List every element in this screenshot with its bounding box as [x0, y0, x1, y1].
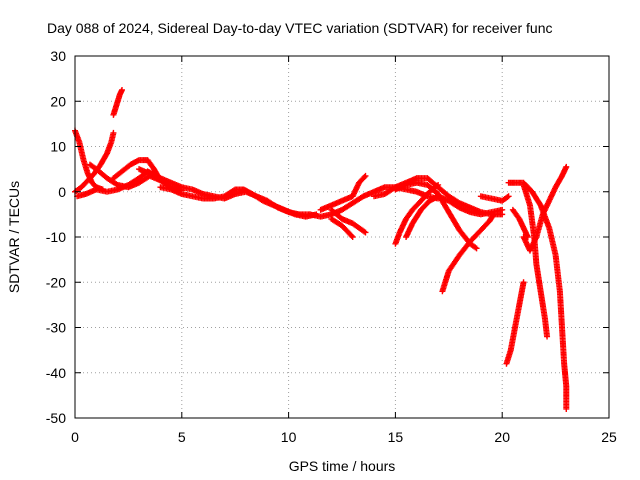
y-tick-label: 20 [50, 93, 66, 109]
series-arc-18 [477, 193, 512, 204]
data-point [520, 279, 527, 286]
series-arc-4 [110, 86, 125, 118]
ticks-layer [74, 55, 610, 419]
x-tick-label: 25 [601, 429, 617, 445]
y-tick-label: -20 [46, 274, 66, 290]
data-point [433, 182, 440, 189]
y-tick-label: -50 [46, 410, 66, 426]
data-point [348, 232, 355, 239]
data-point [361, 174, 368, 181]
series-arc-19 [503, 279, 527, 367]
series-arc-14 [392, 181, 442, 247]
data-point [110, 129, 117, 136]
y-tick-label: -40 [46, 365, 66, 381]
x-tick-label: 15 [388, 429, 404, 445]
series-arc-8 [157, 184, 320, 220]
y-axis-title: SDTVAR / TECUs [6, 181, 22, 293]
data-point [362, 172, 369, 179]
data-point [490, 211, 497, 218]
series-arc-10 [328, 206, 369, 236]
y-tick-label: 0 [58, 184, 66, 200]
data-point [544, 333, 551, 340]
x-tick-label: 20 [494, 429, 510, 445]
data-point [524, 234, 531, 240]
y-tick-label: -10 [46, 229, 66, 245]
data-point [489, 212, 496, 219]
x-axis-title: GPS time / hours [289, 458, 396, 474]
data-point [361, 228, 368, 235]
data-point [563, 163, 570, 170]
series-arc-23 [509, 206, 531, 240]
series-arc-17 [392, 179, 480, 252]
data-point [499, 206, 506, 213]
x-tick-label: 0 [71, 429, 79, 445]
data-point [435, 181, 442, 188]
series-arc-5 [86, 161, 164, 191]
x-tick-labels: 0 5 10 15 20 25 [71, 429, 617, 445]
series-arc-12 [328, 215, 356, 240]
series-arc-20 [505, 179, 570, 412]
grid-layer [75, 56, 609, 418]
data-point [473, 245, 480, 252]
data-point [118, 86, 125, 93]
chart-title: Day 088 of 2024, Sidereal Day-to-day VTE… [47, 20, 553, 36]
y-tick-label: 30 [50, 48, 66, 64]
data-point [505, 193, 512, 200]
x-tick-label: 5 [178, 429, 186, 445]
data-point [472, 244, 479, 251]
data-point [504, 194, 511, 201]
data-point [362, 229, 369, 236]
x-tick-label: 10 [281, 429, 297, 445]
y-tick-label: 10 [50, 139, 66, 155]
series-arc-22 [520, 163, 570, 254]
data-point [563, 405, 570, 412]
data-point [349, 234, 356, 240]
y-tick-labels: -50 -40 -30 -20 -10 0 10 20 30 [46, 48, 66, 426]
series-arc-11 [317, 172, 369, 213]
y-tick-label: -30 [46, 320, 66, 336]
data-points-layer [72, 86, 570, 412]
